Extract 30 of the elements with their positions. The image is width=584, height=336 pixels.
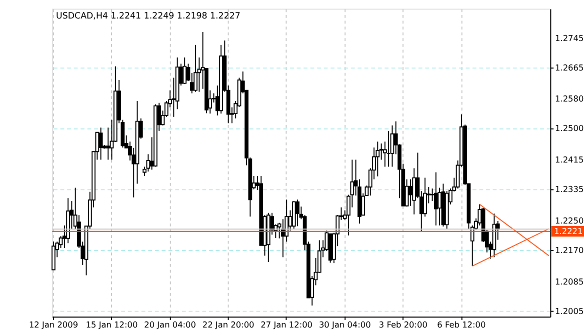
y-tick-label: 1.2250 — [555, 216, 584, 226]
x-tick-label: 3 Feb 20:00 — [378, 320, 428, 330]
x-tick-label: 27 Jan 12:00 — [260, 320, 313, 330]
y-tick-label: 1.2580 — [555, 94, 584, 104]
x-tick-label: 6 Feb 12:00 — [437, 320, 486, 330]
y-tick-label: 1.2500 — [555, 123, 584, 134]
y-tick-label: 1.2005 — [555, 306, 584, 316]
ref-line-label: 1.2221 — [554, 226, 583, 236]
candlestick — [376, 141, 380, 177]
candlestick — [98, 127, 103, 160]
candlestick — [434, 172, 438, 226]
x-tick-label: 12 Jan 2009 — [28, 320, 78, 330]
y-tick-label: 1.2335 — [555, 184, 584, 194]
x-tick-label: 15 Jan 12:00 — [86, 320, 138, 330]
candlestick — [296, 199, 300, 227]
candlestick — [52, 241, 56, 270]
x-tick-label: 20 Jan 04:00 — [144, 320, 196, 330]
x-tick-label: 22 Jan 20:00 — [202, 320, 254, 330]
candlestick — [182, 56, 187, 85]
candlestick — [194, 44, 198, 92]
y-tick-label: 1.2665 — [555, 62, 584, 72]
y-tick-label: 1.2170 — [555, 245, 584, 256]
chart-title: USDCAD,H4 1.2241 1.2249 1.2198 1.2227 — [56, 11, 240, 22]
candlestick — [390, 124, 394, 168]
y-tick-label: 1.2745 — [555, 32, 584, 43]
candlestick — [408, 178, 412, 206]
x-tick-label: 30 Jan 04:00 — [318, 320, 371, 330]
y-tick-label: 1.2415 — [555, 154, 584, 165]
y-tick-label: 1.2085 — [555, 276, 584, 286]
candlestick — [106, 127, 110, 160]
